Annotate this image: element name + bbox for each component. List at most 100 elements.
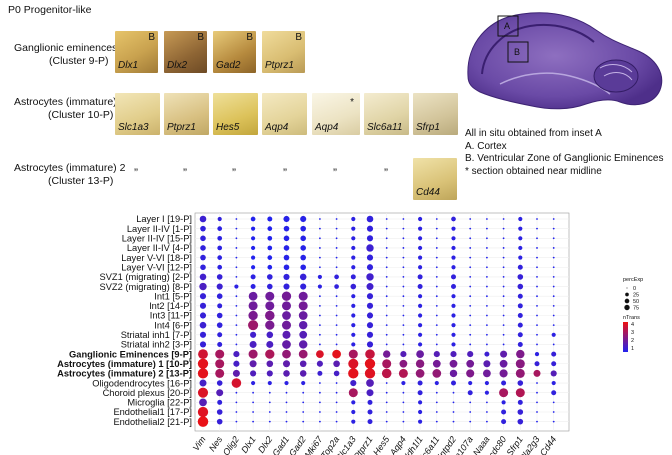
dot xyxy=(402,276,405,278)
dot xyxy=(317,370,323,376)
dot xyxy=(536,401,538,404)
dot xyxy=(348,388,358,398)
legend-size-dot xyxy=(626,287,628,289)
row-label-astrocytes-2: Astrocytes (immature) 2 (Cluster 13-P) xyxy=(14,162,125,188)
dot xyxy=(248,349,258,359)
dot xyxy=(319,333,321,336)
dot xyxy=(536,343,538,346)
dot xyxy=(402,266,405,269)
dot xyxy=(351,303,356,308)
dot xyxy=(552,343,555,346)
dot xyxy=(367,409,373,415)
dot xyxy=(266,370,273,377)
dot xyxy=(402,324,405,327)
gene-label: Aqp4 xyxy=(265,122,289,133)
dot xyxy=(435,237,438,240)
dot xyxy=(235,324,238,327)
dot xyxy=(451,265,456,270)
dot xyxy=(233,360,240,367)
dot xyxy=(402,420,405,423)
dot xyxy=(500,350,508,358)
dot xyxy=(351,332,356,337)
dot xyxy=(552,276,555,278)
dot xyxy=(518,255,523,260)
dot xyxy=(402,227,405,230)
dot xyxy=(283,254,290,261)
dot xyxy=(469,276,472,278)
gene-label: Slc6a11 xyxy=(367,122,403,133)
dot xyxy=(502,237,505,240)
dot xyxy=(451,342,456,347)
dot xyxy=(248,291,258,301)
dot xyxy=(418,236,423,241)
dot xyxy=(402,256,405,259)
dot xyxy=(518,245,523,251)
dot xyxy=(536,411,538,413)
dot xyxy=(385,247,388,249)
dot xyxy=(348,368,359,379)
row-label-ganglionic-eminences: Ganglionic eminences (Cluster 9-P) xyxy=(14,42,117,68)
dot xyxy=(282,360,291,368)
gene-label: Cd44 xyxy=(416,187,440,198)
dot xyxy=(335,343,338,346)
dot xyxy=(351,265,356,270)
dot xyxy=(418,255,423,260)
dot xyxy=(435,343,438,346)
dot xyxy=(486,333,488,336)
dot xyxy=(319,304,321,307)
dot xyxy=(486,314,488,317)
dot xyxy=(552,401,555,404)
note-line: B. Ventricular Zone of Ganglionic Eminen… xyxy=(465,153,664,164)
dot xyxy=(418,294,423,299)
dot xyxy=(385,333,388,336)
dot xyxy=(265,291,275,301)
dot xyxy=(417,284,423,290)
dot xyxy=(401,380,406,386)
insitu-tile-aqp4: Aqp4 xyxy=(262,93,307,135)
dot xyxy=(551,361,557,367)
legend-size-dot xyxy=(624,298,630,304)
x-tick-label: Vim xyxy=(191,434,208,453)
dot xyxy=(484,380,489,386)
legend-size-label: 50 xyxy=(633,299,639,305)
dot xyxy=(451,303,456,308)
legend-color-label: 2 xyxy=(631,338,634,344)
dot xyxy=(300,264,307,271)
dot xyxy=(283,245,290,251)
dot xyxy=(435,285,438,288)
dot xyxy=(502,218,505,220)
dot xyxy=(552,227,555,230)
y-tick-label: Int1 [5-P] xyxy=(154,291,192,301)
dot xyxy=(335,227,338,230)
dot xyxy=(552,420,555,423)
x-tick-label: Cd44 xyxy=(538,434,559,455)
dot xyxy=(319,324,321,327)
dot xyxy=(536,314,538,317)
y-tick-label: Int2 [14-P] xyxy=(149,301,192,311)
dot xyxy=(200,264,206,271)
dot xyxy=(515,359,525,369)
dot xyxy=(335,314,338,317)
y-tick-label: Astrocytes (immature) 1 [10-P] xyxy=(57,359,192,369)
insitu-tile-slc6a11: Slc6a11 xyxy=(364,93,409,135)
ditto-mark: ” xyxy=(183,166,187,180)
ditto-mark: ” xyxy=(333,166,337,180)
y-tick-label: Endothelial2 [21-P] xyxy=(113,417,192,427)
dot xyxy=(199,321,207,329)
insitu-tile-aqp4-midline: * Aqp4 xyxy=(312,93,360,135)
dot xyxy=(418,400,423,405)
dot xyxy=(197,358,209,369)
dot xyxy=(366,283,374,291)
dot xyxy=(216,274,223,280)
dot xyxy=(449,369,458,378)
dot xyxy=(366,215,374,223)
dot xyxy=(469,247,472,249)
insitu-tile-dlx1: B Dlx1 xyxy=(115,31,158,73)
dot xyxy=(385,343,388,346)
dot xyxy=(235,237,238,240)
dot xyxy=(517,274,524,280)
dot xyxy=(267,235,273,241)
dot xyxy=(282,311,291,320)
dot xyxy=(365,349,375,359)
insitu-tile-gad2: B Gad2 xyxy=(213,31,256,73)
